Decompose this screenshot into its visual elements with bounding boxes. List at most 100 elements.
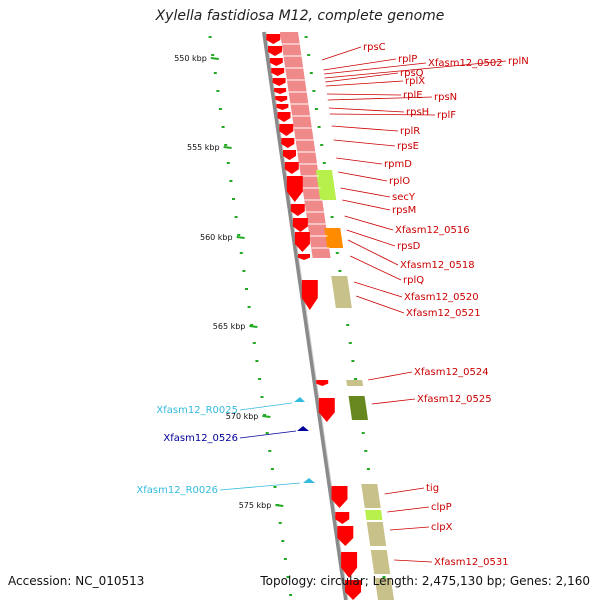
left-label-layer: Xfasm12_R0025 Xfasm12_0526 Xfasm12_R0026	[136, 402, 301, 496]
ruler-dot-right	[307, 54, 311, 56]
gene-label-rplx: rplX	[405, 76, 425, 87]
gene-label-secy: secY	[392, 192, 416, 203]
ruler-dot-left	[247, 306, 251, 308]
genome-summary-text: Topology: circular; Length: 2,475,130 bp…	[260, 574, 590, 588]
gene-arrow	[271, 68, 285, 76]
gene-label-rplo: rplO	[389, 176, 410, 187]
leader-line	[326, 93, 402, 96]
gene-label-rplp: rplP	[398, 54, 417, 65]
minus-gene-marker	[297, 426, 309, 431]
cds-band	[280, 32, 331, 258]
leader-line	[355, 295, 405, 314]
leader-line	[324, 62, 427, 75]
gene-arrow	[292, 218, 308, 232]
feature-band	[348, 396, 369, 420]
feature-band	[331, 276, 352, 308]
ruler-label: 560 kbp	[200, 233, 233, 242]
gene-label-rpsm: rpsM	[392, 205, 416, 216]
gene-label-xfasm12-0524: Xfasm12_0524	[414, 367, 489, 378]
ruler-major-tick	[210, 57, 219, 60]
ruler-dot-right	[364, 450, 368, 452]
ruler-dot-right	[315, 108, 318, 110]
ruler-dot-left	[270, 468, 274, 470]
leader-line	[328, 107, 405, 113]
gene-label-rpln: rplN	[508, 56, 529, 67]
ruler-label: 550 kbp	[174, 54, 207, 63]
gene-label-rplf: rplF	[437, 110, 456, 121]
ruler-dot-right	[309, 72, 313, 74]
gene-label-rpsh: rpsH	[406, 107, 429, 118]
ruler-label: 570 kbp	[226, 412, 259, 421]
gene-label-xfasm12-r0025: Xfasm12_R0025	[156, 405, 238, 416]
ruler-dot-left	[245, 288, 248, 290]
leader-line	[389, 526, 430, 531]
gene-label-xfasm12-0520: Xfasm12_0520	[404, 292, 479, 303]
leader-line	[368, 371, 413, 381]
ruler-dot-left	[263, 414, 267, 416]
gene-arrow	[274, 88, 287, 94]
genome-backbone	[262, 31, 348, 600]
gene-arrow	[286, 176, 303, 202]
ruler-dot-right	[322, 162, 326, 164]
gene-label-rpse: rpsE	[397, 141, 419, 152]
ruler-layer: 550 kbp 555 kbp 560 kbp 565 kbp 570 kbp 575 k…	[174, 54, 284, 510]
gene-arrow	[335, 512, 350, 524]
feature-band	[374, 578, 394, 600]
gene-arrow	[283, 150, 296, 160]
gene-label-xfasm12-0521: Xfasm12_0521	[406, 308, 481, 319]
leader-line	[325, 72, 399, 83]
ruler-label: 575 kbp	[239, 501, 272, 510]
ruler-dot-right	[348, 342, 352, 344]
gene-arrow	[277, 112, 291, 122]
ruler-dot-left	[273, 486, 277, 488]
ruler-dot-right	[320, 144, 324, 146]
gene-arrow	[316, 380, 329, 386]
gene-arrow	[345, 580, 362, 600]
feature-layer	[266, 32, 394, 600]
leader-line	[344, 215, 394, 231]
gene-label-rpmd: rpmD	[384, 159, 412, 170]
ruler-dot-left	[260, 396, 264, 398]
ruler-dot-left	[213, 72, 217, 74]
ruler-dot-left	[219, 108, 222, 110]
gene-label-xfasm12-0518: Xfasm12_0518	[400, 260, 475, 271]
gene-arrow	[290, 204, 305, 216]
ruler-dot-left	[289, 594, 293, 596]
gene-arrow	[275, 96, 288, 102]
ruler-dot-left	[224, 144, 228, 146]
leader-line	[336, 157, 383, 165]
ruler-label: 555 kbp	[187, 143, 220, 152]
gene-arrow	[269, 58, 283, 66]
ruler-dot-left	[239, 252, 243, 254]
leader-line	[371, 398, 416, 405]
ruler-dot-left	[265, 432, 269, 434]
ruler-dot-right	[312, 90, 316, 92]
leader-line	[329, 113, 436, 116]
feature-band	[346, 380, 364, 386]
gene-label-xfasm12-0525: Xfasm12_0525	[417, 394, 492, 405]
feature-band	[361, 484, 381, 508]
gene-arrow	[279, 124, 294, 136]
ruler-dot-right	[335, 252, 339, 254]
ruler-dot-left	[258, 378, 261, 380]
leader-line	[239, 402, 293, 411]
ruler-dot-left	[255, 360, 259, 362]
ruler-dot-left	[232, 198, 235, 200]
gene-label-rpsq: rpsQ	[400, 68, 424, 79]
ruler-label: 565 kbp	[213, 322, 246, 331]
gene-label-xfasm12-0516: Xfasm12_0516	[395, 225, 470, 236]
leader-line	[346, 229, 396, 247]
leader-line	[342, 199, 391, 211]
gene-arrow	[341, 552, 358, 578]
gene-arrow	[298, 254, 310, 260]
ruler-dot-right	[354, 378, 357, 380]
leader-line	[327, 96, 433, 101]
ruler-dot-left	[242, 270, 246, 272]
gene-label-rpsc: rpsC	[363, 42, 386, 53]
leader-line	[353, 281, 403, 298]
ruler-dot-right	[382, 576, 386, 578]
ruler-dot-right	[330, 216, 334, 218]
leader-line	[333, 139, 396, 147]
leader-line	[331, 125, 399, 132]
gene-label-rpsd: rpsD	[397, 241, 421, 252]
